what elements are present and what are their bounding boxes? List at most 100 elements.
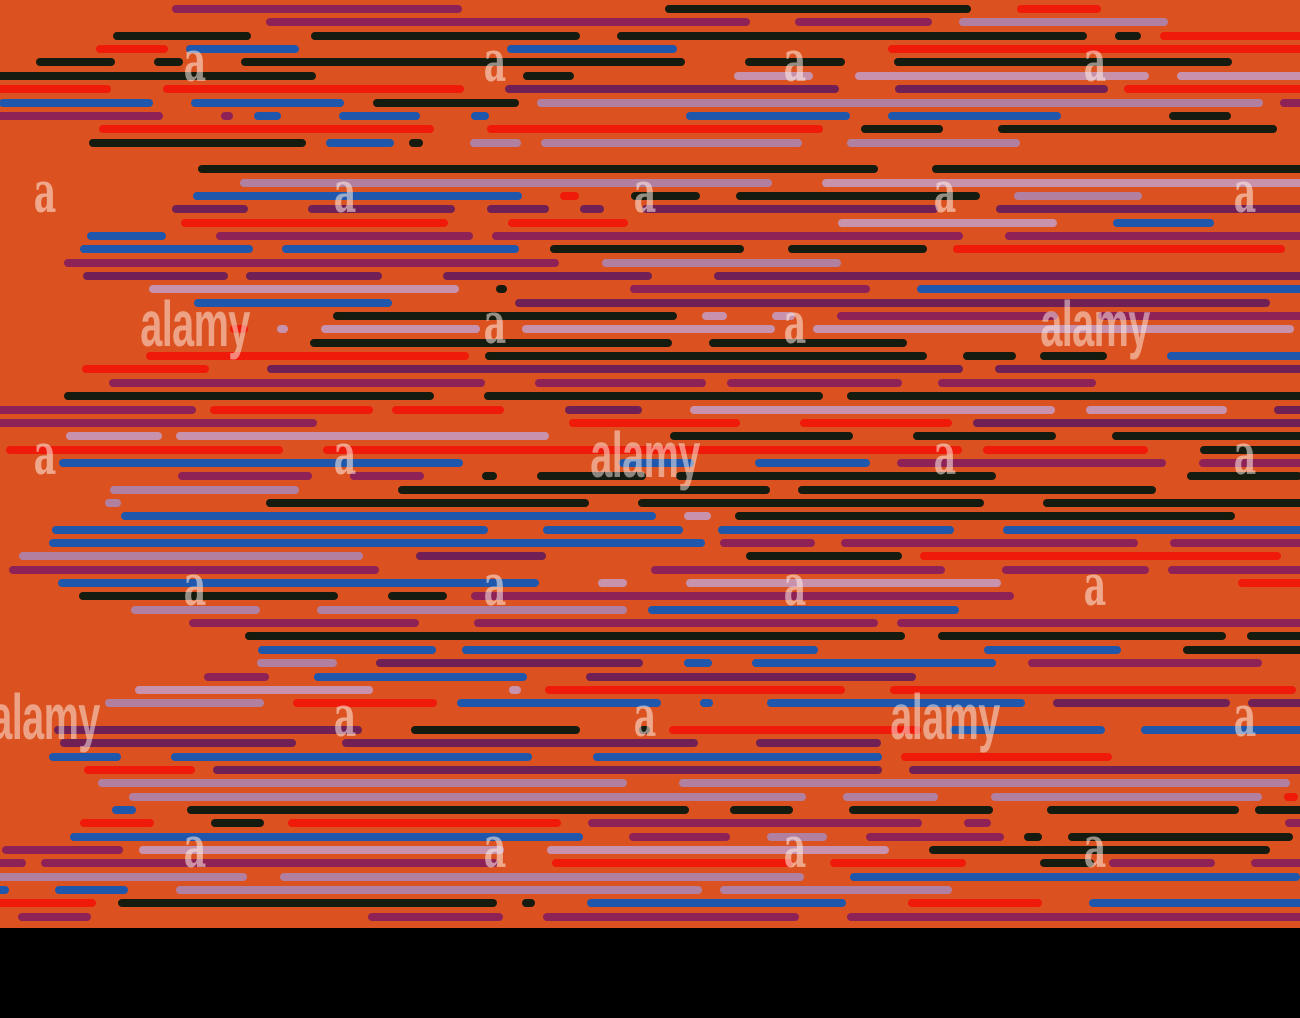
line-segment <box>190 98 345 107</box>
line-segment <box>586 899 847 908</box>
line-segment <box>964 819 991 828</box>
line-segment <box>1108 859 1215 868</box>
line-segment <box>487 205 550 214</box>
dash-pattern-layer <box>0 5 1300 921</box>
line-segment <box>797 485 1156 494</box>
line-segment <box>841 539 1138 547</box>
line-segment <box>177 472 312 481</box>
line-segment <box>211 819 265 828</box>
line-segment <box>54 886 129 895</box>
line-segment <box>913 432 1056 441</box>
line-segment <box>0 899 96 908</box>
line-segment <box>1200 445 1300 454</box>
line-segment <box>547 846 889 854</box>
line-segment <box>699 699 713 708</box>
line-segment <box>461 645 818 654</box>
line-segment <box>471 111 489 120</box>
line-segment <box>830 859 967 868</box>
line-segment <box>689 405 1055 414</box>
line-segment <box>58 458 463 467</box>
line-segment <box>171 752 532 761</box>
line-segment <box>1017 5 1101 13</box>
line-segment <box>1067 832 1294 841</box>
line-segment <box>1040 352 1107 361</box>
line-segment <box>18 912 92 921</box>
line-segment <box>559 191 580 200</box>
line-segment <box>83 272 229 280</box>
line-segment <box>719 539 816 547</box>
line-segment <box>60 739 296 748</box>
line-segment <box>469 138 521 147</box>
line-segment <box>651 565 945 574</box>
line-segment <box>683 659 713 668</box>
line-segment <box>854 71 1149 80</box>
line-segment <box>734 71 814 80</box>
line-segment <box>990 792 1262 801</box>
line-segment <box>917 285 1300 294</box>
line-segment <box>117 899 498 908</box>
line-segment <box>149 285 460 294</box>
line-segment <box>1237 579 1300 587</box>
line-segment <box>1047 806 1239 814</box>
line-segment <box>1279 98 1300 107</box>
line-segment <box>1039 859 1094 868</box>
line-segment <box>495 285 508 294</box>
line-segment <box>795 18 932 27</box>
line-segment <box>216 231 473 240</box>
line-segment <box>1255 806 1300 814</box>
line-segment <box>240 178 772 187</box>
line-segment <box>1169 539 1300 547</box>
line-segment <box>895 85 1108 94</box>
line-segment <box>128 792 807 801</box>
line-segment <box>146 352 469 361</box>
line-segment <box>756 739 881 748</box>
line-segment <box>727 378 902 387</box>
line-segment <box>619 458 694 467</box>
line-segment <box>84 765 195 774</box>
line-segment <box>185 45 299 53</box>
line-segment <box>0 418 317 427</box>
line-segment <box>339 111 421 120</box>
line-segment <box>668 725 922 734</box>
line-segment <box>908 899 1043 908</box>
line-segment <box>308 205 455 214</box>
line-segment <box>113 31 252 40</box>
line-segment <box>995 365 1300 374</box>
line-segment <box>1089 899 1300 908</box>
line-segment <box>65 432 162 441</box>
line-segment <box>162 85 465 94</box>
line-segment <box>1187 472 1300 481</box>
line-segment <box>212 765 883 774</box>
line-segment <box>392 405 505 414</box>
line-segment <box>1284 819 1300 828</box>
line-segment <box>323 445 962 454</box>
line-segment <box>617 31 1087 40</box>
line-segment <box>568 418 740 427</box>
line-segment <box>36 58 116 67</box>
line-segment <box>937 632 1226 641</box>
line-segment <box>48 752 121 761</box>
line-segment <box>847 392 1300 401</box>
line-segment <box>813 325 1294 334</box>
line-segment <box>135 685 374 694</box>
line-segment <box>549 245 745 254</box>
line-segment <box>6 445 284 454</box>
line-segment <box>799 418 953 427</box>
line-segment <box>0 405 197 414</box>
line-segment <box>982 445 1148 454</box>
line-segment <box>277 325 288 334</box>
line-segment <box>593 752 882 761</box>
line-segment <box>79 592 339 601</box>
line-segment <box>245 632 905 641</box>
line-segment <box>950 725 1106 734</box>
line-segment <box>846 912 1300 921</box>
line-segment <box>509 685 521 694</box>
line-segment <box>0 98 154 107</box>
line-segment <box>171 5 463 13</box>
line-segment <box>684 512 711 521</box>
line-segment <box>350 472 424 481</box>
line-segment <box>848 806 994 814</box>
line-segment <box>953 245 1286 254</box>
line-segment <box>1115 31 1141 40</box>
line-segment <box>842 792 939 801</box>
